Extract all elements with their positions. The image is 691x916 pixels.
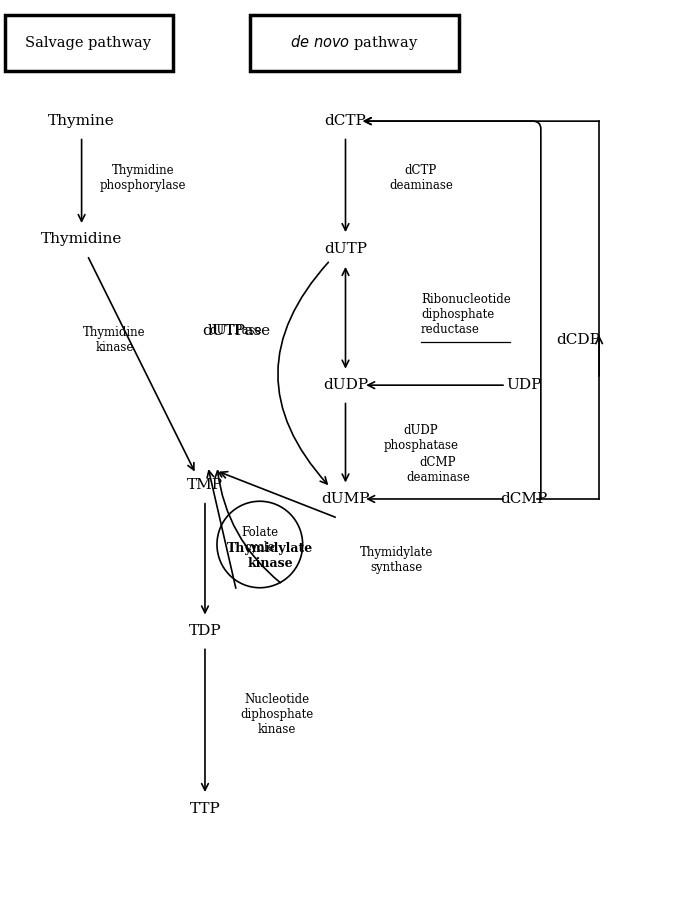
FancyBboxPatch shape [5, 15, 173, 71]
Text: Thymidine
kinase: Thymidine kinase [83, 326, 146, 354]
Text: TDP: TDP [189, 624, 221, 638]
Text: Salvage pathway: Salvage pathway [26, 36, 151, 49]
Text: dCTP
deaminase: dCTP deaminase [389, 164, 453, 191]
Text: Thymidylate
synthase: Thymidylate synthase [360, 546, 433, 574]
Text: Nucleotide
diphosphate
kinase: Nucleotide diphosphate kinase [240, 693, 314, 736]
Text: Thymidylate
kinase: Thymidylate kinase [227, 542, 313, 571]
Text: dCMP: dCMP [500, 492, 547, 506]
Text: $\it{de\ novo}$ pathway: $\it{de\ novo}$ pathway [290, 33, 419, 52]
Text: dCMP
deaminase: dCMP deaminase [406, 456, 470, 484]
Text: dCDP: dCDP [557, 333, 600, 346]
Text: dCTP: dCTP [325, 114, 366, 128]
Text: Folate
cycle: Folate cycle [241, 526, 278, 554]
Text: dUTP: dUTP [324, 242, 367, 256]
FancyBboxPatch shape [249, 15, 459, 71]
Text: TTP: TTP [189, 802, 220, 815]
Text: Thymine: Thymine [48, 114, 115, 128]
Text: TMP: TMP [187, 478, 223, 492]
Text: dUDP: dUDP [323, 378, 368, 392]
Text: dUTPase: dUTPase [209, 324, 262, 337]
Text: Ribonucleotide
diphosphate
reductase: Ribonucleotide diphosphate reductase [421, 292, 511, 335]
Text: dUMP: dUMP [321, 492, 370, 506]
Text: Thymidine
phosphorylase: Thymidine phosphorylase [100, 164, 187, 191]
Text: dUTPase: dUTPase [202, 323, 270, 337]
Text: Thymidine: Thymidine [41, 233, 122, 246]
Text: UDP: UDP [506, 378, 542, 392]
Text: dUDP
phosphatase: dUDP phosphatase [384, 424, 458, 452]
